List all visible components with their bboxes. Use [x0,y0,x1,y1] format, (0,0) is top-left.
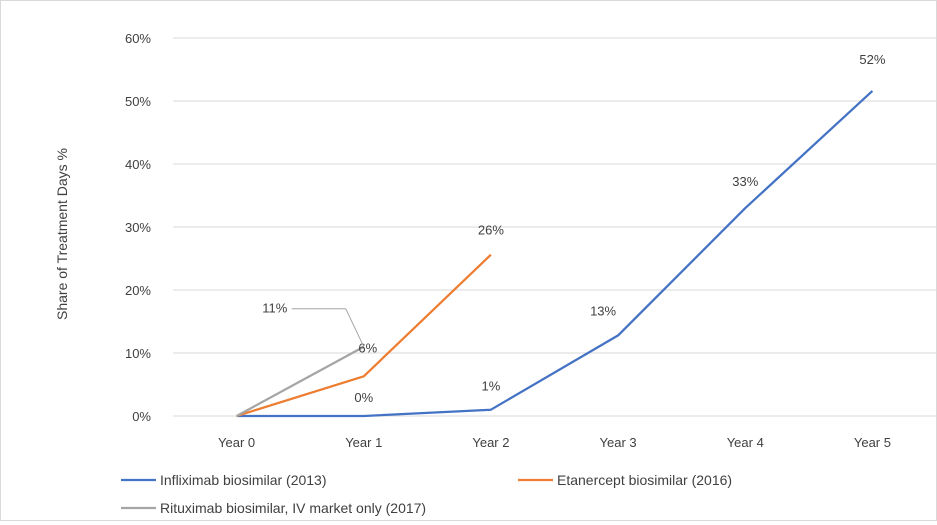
series-line-1 [236,90,874,418]
x-tick-label: Year 0 [218,435,255,450]
x-tick-label: Year 1 [345,435,382,450]
y-tick-label: 0% [132,409,151,424]
legend-label: Rituximab biosimilar, IV market only (20… [160,500,426,516]
x-tick-label: Year 5 [854,435,891,450]
y-tick-label: 40% [125,157,151,172]
data-label: 26% [478,223,504,238]
data-label: 1% [482,379,501,394]
y-tick-label: 10% [125,346,151,361]
x-tick-label: Year 3 [600,435,637,450]
x-tick-label: Year 4 [727,435,764,450]
label-leader-line [291,308,365,347]
legend: Infliximab biosimilar (2013) Etanercept b… [121,472,732,516]
data-labels: 0% 1% 13% 33% 52% 6% 26% 11% [262,52,886,405]
series-line-2 [236,253,492,418]
y-tick-label: 50% [125,94,151,109]
gridlines [173,37,936,417]
data-label: 6% [358,340,377,355]
x-tick-label: Year 2 [472,435,509,450]
y-tick-label: 60% [125,31,151,46]
y-tick-label: 30% [125,220,151,235]
y-axis-ticks: 0% 10% 20% 30% 40% 50% 60% [125,31,151,424]
y-axis-label: Share of Treatment Days % [54,148,70,320]
data-label: 11% [262,301,287,316]
x-axis-ticks: Year 0 Year 1 Year 2 Year 3 Year 4 Year 5 [218,435,891,450]
data-label: 33% [732,174,758,189]
legend-label: Infliximab biosimilar (2013) [160,472,327,488]
legend-label: Etanercept biosimilar (2016) [557,472,732,488]
data-label: 13% [590,303,616,318]
series-line-3 [236,345,365,417]
data-label: 0% [354,390,373,405]
data-label: 52% [859,52,885,67]
series-lines [236,90,874,418]
y-tick-label: 20% [125,283,151,298]
